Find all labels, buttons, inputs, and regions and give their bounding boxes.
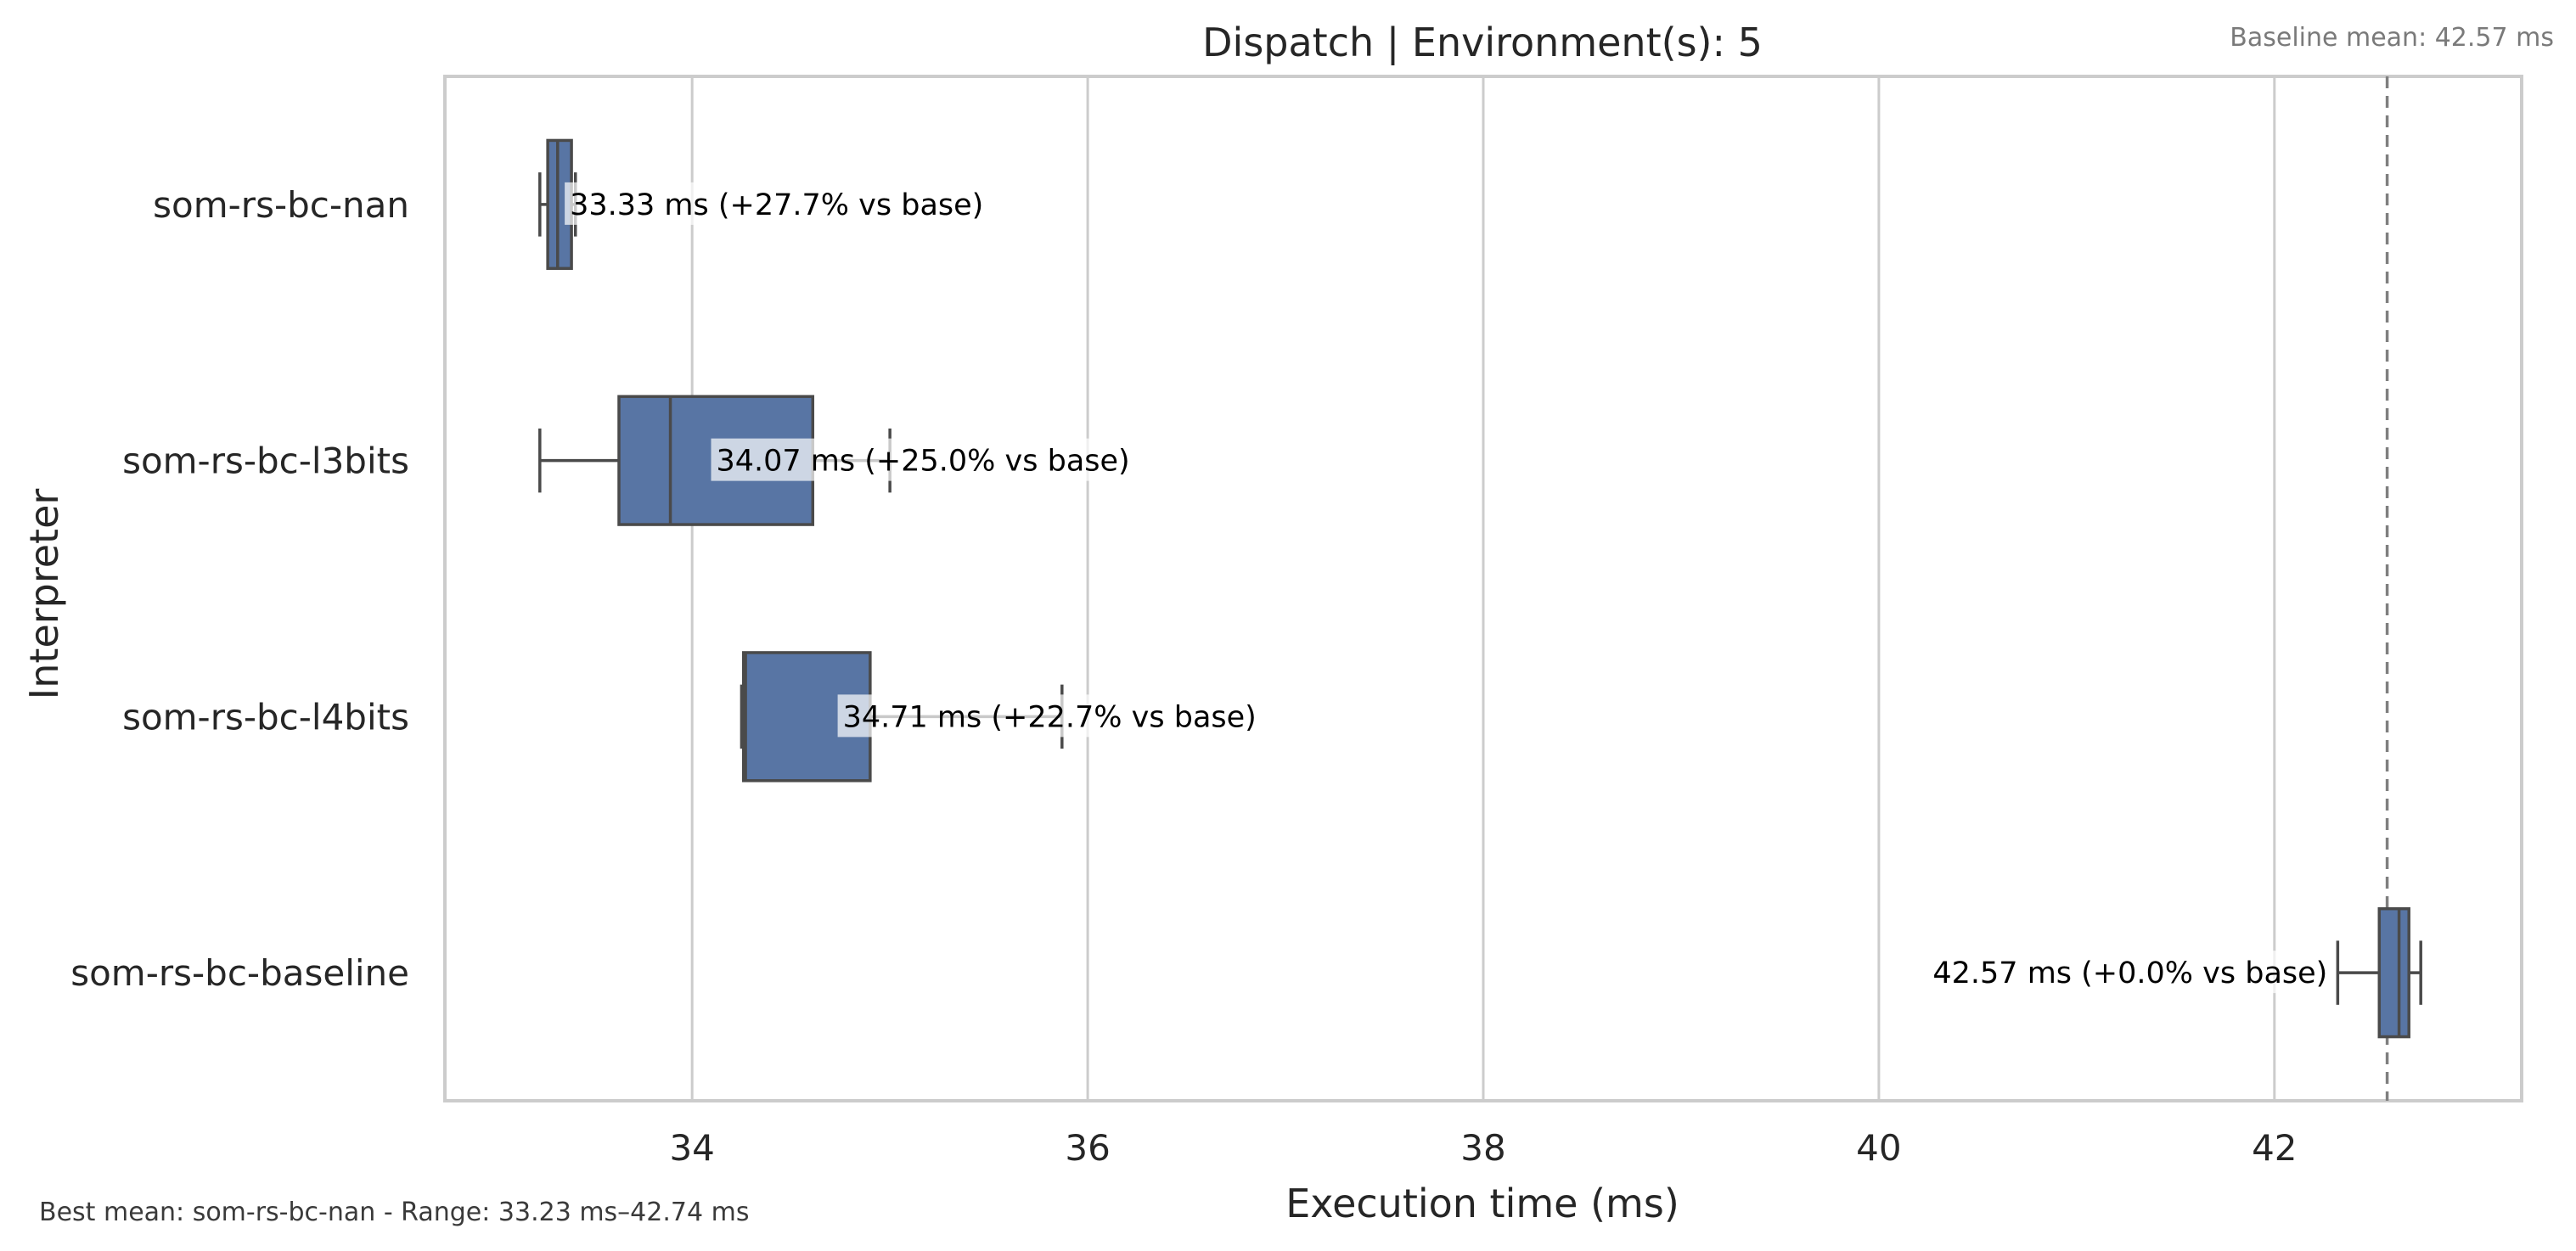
data-label: 34.71 ms (+22.7% vs base) bbox=[843, 700, 1257, 734]
x-tick-label: 40 bbox=[1856, 1127, 1901, 1169]
x-tick-labels: 34 36 38 40 42 bbox=[669, 1127, 2297, 1169]
chart-title: Dispatch | Environment(s): 5 bbox=[1202, 20, 1763, 66]
data-labels: 33.33 ms (+27.7% vs base) 34.07 ms (+25.0… bbox=[565, 182, 2333, 994]
y-axis-label: Interpreter bbox=[21, 489, 67, 700]
baseline-mean-note: Baseline mean: 42.57 ms bbox=[2230, 23, 2554, 53]
category-label: som-rs-bc-baseline bbox=[70, 952, 409, 994]
x-tick-label: 42 bbox=[2252, 1127, 2297, 1169]
data-label: 33.33 ms (+27.7% vs base) bbox=[570, 188, 983, 222]
category-label: som-rs-bc-l4bits bbox=[122, 696, 409, 738]
x-tick-label: 36 bbox=[1065, 1127, 1110, 1169]
grid bbox=[690, 76, 2276, 1101]
data-label-background bbox=[1906, 951, 2333, 994]
category-label: som-rs-bc-nan bbox=[153, 184, 409, 226]
data-label: 42.57 ms (+0.0% vs base) bbox=[1932, 956, 2327, 990]
data-label-background bbox=[837, 694, 1281, 738]
x-tick-label: 34 bbox=[669, 1127, 714, 1169]
category-labels: som-rs-bc-nan som-rs-bc-l3bits som-rs-bc-l… bbox=[70, 184, 409, 994]
data-label: 34.07 ms (+25.0% vs base) bbox=[716, 445, 1129, 479]
boxes bbox=[538, 138, 2422, 1039]
box-group bbox=[2336, 906, 2422, 1039]
x-axis-label: Execution time (ms) bbox=[1285, 1181, 1679, 1226]
iqr-box bbox=[2377, 906, 2410, 1039]
category-label: som-rs-bc-l3bits bbox=[122, 440, 409, 482]
data-label-background bbox=[565, 182, 1008, 225]
iqr-box bbox=[742, 651, 872, 783]
plot-frame bbox=[443, 75, 2523, 1102]
x-tick-label: 38 bbox=[1460, 1127, 1505, 1169]
data-label-background bbox=[711, 438, 1155, 481]
footer-note: Best mean: som-rs-bc-nan - Range: 33.23 … bbox=[39, 1198, 749, 1227]
